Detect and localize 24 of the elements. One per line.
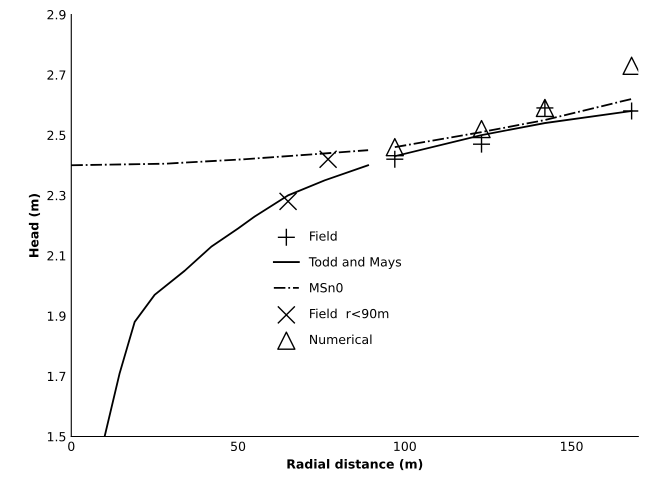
point bbox=[472, 134, 491, 154]
y-tick-label: 2.7 bbox=[47, 70, 66, 80]
y-tick-label: 2.5 bbox=[47, 130, 66, 140]
y-axis-title: Head (m) bbox=[28, 194, 40, 257]
x-tick-label: 150 bbox=[561, 442, 583, 452]
legend-label: Field bbox=[310, 231, 337, 241]
legend-label: Numerical bbox=[310, 334, 372, 344]
y-tick-label: 1.5 bbox=[48, 432, 66, 442]
y-tick-label: 1.9 bbox=[48, 311, 66, 321]
point bbox=[278, 192, 298, 211]
point bbox=[386, 138, 404, 156]
point bbox=[472, 120, 491, 138]
point bbox=[318, 150, 338, 168]
x-axis-title: Radial distance (m) bbox=[287, 459, 422, 470]
y-tick-label: 1.7 bbox=[48, 372, 66, 381]
legend-label: Field r<90m bbox=[310, 308, 388, 318]
legend-label: MSn0 bbox=[310, 282, 343, 292]
x-tick-label: 100 bbox=[394, 442, 416, 452]
y-tick-label: 2.1 bbox=[47, 251, 66, 260]
x-tick-label: 50 bbox=[231, 442, 246, 452]
x-tick-label: 0 bbox=[68, 442, 74, 452]
legend-label: Todd and Mays bbox=[308, 256, 402, 270]
y-tick-label: 2.3 bbox=[47, 190, 66, 200]
y-tick-label: 2.9 bbox=[47, 10, 66, 20]
